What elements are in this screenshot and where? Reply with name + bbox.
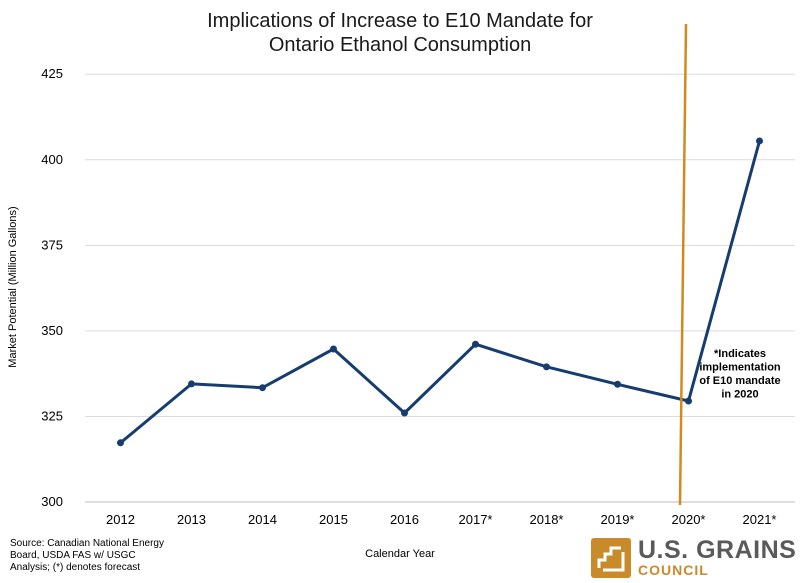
x-tick-label: 2013 bbox=[177, 512, 206, 527]
usgc-logo: U.S. GRAINS COUNCIL bbox=[591, 536, 797, 578]
x-tick-label: 2017* bbox=[459, 512, 493, 527]
data-point-2017* bbox=[472, 340, 479, 348]
annotation-line-3: of E10 mandate bbox=[699, 375, 780, 387]
x-axis-title: Calendar Year bbox=[365, 548, 435, 560]
y-tick-label: 425 bbox=[41, 66, 63, 81]
y-axis-title: Market Potential (Million Gallons) bbox=[7, 206, 19, 367]
data-point-2012 bbox=[117, 439, 124, 447]
data-point-2019* bbox=[614, 380, 621, 388]
x-tick-label: 2014 bbox=[248, 512, 277, 527]
y-tick-label: 325 bbox=[41, 408, 63, 423]
data-point-2020* bbox=[685, 397, 692, 405]
source-line-2: Board, USDA FAS w/ USGC bbox=[10, 550, 136, 561]
source-line-3: Analysis; (*) denotes forecast bbox=[10, 562, 141, 573]
usgc-logo-mark-icon bbox=[591, 538, 631, 578]
x-tick-label: 2018* bbox=[530, 512, 564, 527]
x-tick-label: 2016 bbox=[390, 512, 419, 527]
data-point-2018* bbox=[543, 363, 550, 371]
y-tick-label: 400 bbox=[41, 152, 63, 167]
x-tick-label: 2019* bbox=[601, 512, 635, 527]
y-tick-label: 375 bbox=[41, 237, 63, 252]
annotation-line-1: *Indicates bbox=[714, 348, 766, 360]
data-point-2014 bbox=[259, 384, 266, 392]
logo-text-grains: U.S. GRAINS bbox=[638, 536, 797, 564]
data-point-2013 bbox=[188, 380, 195, 388]
x-tick-label: 2012 bbox=[106, 512, 135, 527]
source-line-1: Source: Canadian National Energy bbox=[10, 538, 164, 549]
logo-text-council: COUNCIL bbox=[638, 562, 709, 578]
chart-title-line-2: Ontario Ethanol Consumption bbox=[268, 34, 532, 56]
source-note: Source: Canadian National Energy Board, … bbox=[10, 538, 195, 574]
data-point-2016 bbox=[401, 409, 408, 417]
data-point-2021* bbox=[756, 137, 763, 145]
chart-title-line-1: Implications of Increase to E10 Mandate … bbox=[207, 10, 593, 32]
series-line bbox=[119, 140, 761, 444]
annotation-line-4: in 2020 bbox=[721, 389, 758, 401]
y-tick-label: 300 bbox=[41, 494, 63, 509]
x-tick-label: 2015 bbox=[319, 512, 348, 527]
x-tick-label: 2021* bbox=[743, 512, 777, 527]
x-tick-label: 2020* bbox=[672, 512, 706, 527]
annotation-line-2: implementation bbox=[699, 362, 781, 374]
y-tick-label: 350 bbox=[41, 323, 63, 338]
data-point-2015 bbox=[330, 345, 337, 353]
e10-mandate-line bbox=[678, 23, 688, 506]
